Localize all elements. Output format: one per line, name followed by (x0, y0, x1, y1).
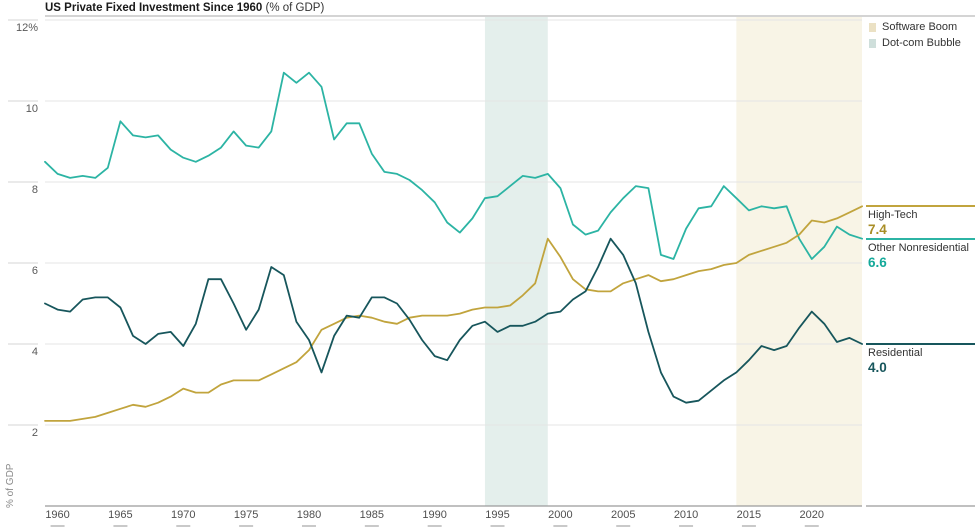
series-end-value: 7.4 (868, 222, 887, 238)
y-tick-label: 2 (31, 427, 38, 439)
series-line-other-nonresidential (44, 71, 863, 260)
legend-item-software-boom: Software Boom (869, 19, 961, 35)
legend: Software Boom Dot-com Bubble (869, 19, 961, 51)
dot-com-bubble-swatch-icon (869, 38, 876, 48)
x-tick-label: 1960 (45, 509, 70, 521)
x-tick-label: 2000 (548, 509, 573, 521)
high-tech-endpoint-rule (866, 205, 975, 208)
series-name-label: Other Nonresidential (868, 241, 969, 254)
y-tick-label: 4 (31, 346, 38, 358)
residential-endpoint-rule (866, 343, 975, 345)
x-tick-label: 2005 (610, 509, 636, 521)
y-tick-label: 10 (25, 103, 38, 115)
series-line-residential (44, 237, 863, 404)
x-tick-label: 2010 (673, 509, 699, 521)
x-tick-label: 2015 (736, 509, 762, 521)
x-tick-label: 1985 (359, 509, 385, 521)
series-end-value: 4.0 (868, 360, 887, 375)
legend-item-dot-com-bubble: Dot-com Bubble (869, 35, 961, 51)
series-annotation-high-tech: High-Tech 7.4 (866, 205, 975, 237)
series-annotation-other-nonresidential: Other Nonresidential 6.6 (866, 237, 975, 270)
y-tick-label: 8 (31, 184, 38, 196)
era-band-software-boom (736, 17, 862, 506)
x-tick-label: 1995 (485, 509, 510, 521)
legend-label: Software Boom (882, 21, 958, 33)
series-name-label: High-Tech (868, 209, 918, 222)
y-tick-label: 12% (15, 22, 38, 34)
x-tick-label: 1975 (233, 509, 259, 521)
x-tick-label: 1970 (171, 509, 196, 521)
x-tick-label: 1990 (422, 509, 447, 521)
series-line-high-tech (44, 205, 863, 422)
y-axis-unit-label: % of GDP (5, 463, 16, 508)
era-band-dot-com-bubble (484, 17, 548, 506)
chart-title: US Private Fixed Investment Since 1960 (… (45, 2, 324, 14)
x-tick-label: 1980 (296, 509, 322, 521)
series-name-label: Residential (868, 347, 923, 359)
chart-title-unit: (% of GDP) (262, 2, 325, 14)
x-tick-label: 2020 (799, 509, 824, 521)
series-annotation-residential: Residential 4.0 (866, 343, 975, 375)
series-end-value: 6.6 (868, 254, 887, 270)
chart-title-main: US Private Fixed Investment Since 1960 (45, 2, 263, 14)
legend-label: Dot-com Bubble (882, 37, 961, 49)
other-nonresidential-endpoint-rule (866, 237, 975, 240)
x-tick-label: 1965 (108, 509, 133, 521)
y-tick-label: 6 (31, 265, 38, 277)
software-boom-swatch-icon (869, 22, 876, 32)
